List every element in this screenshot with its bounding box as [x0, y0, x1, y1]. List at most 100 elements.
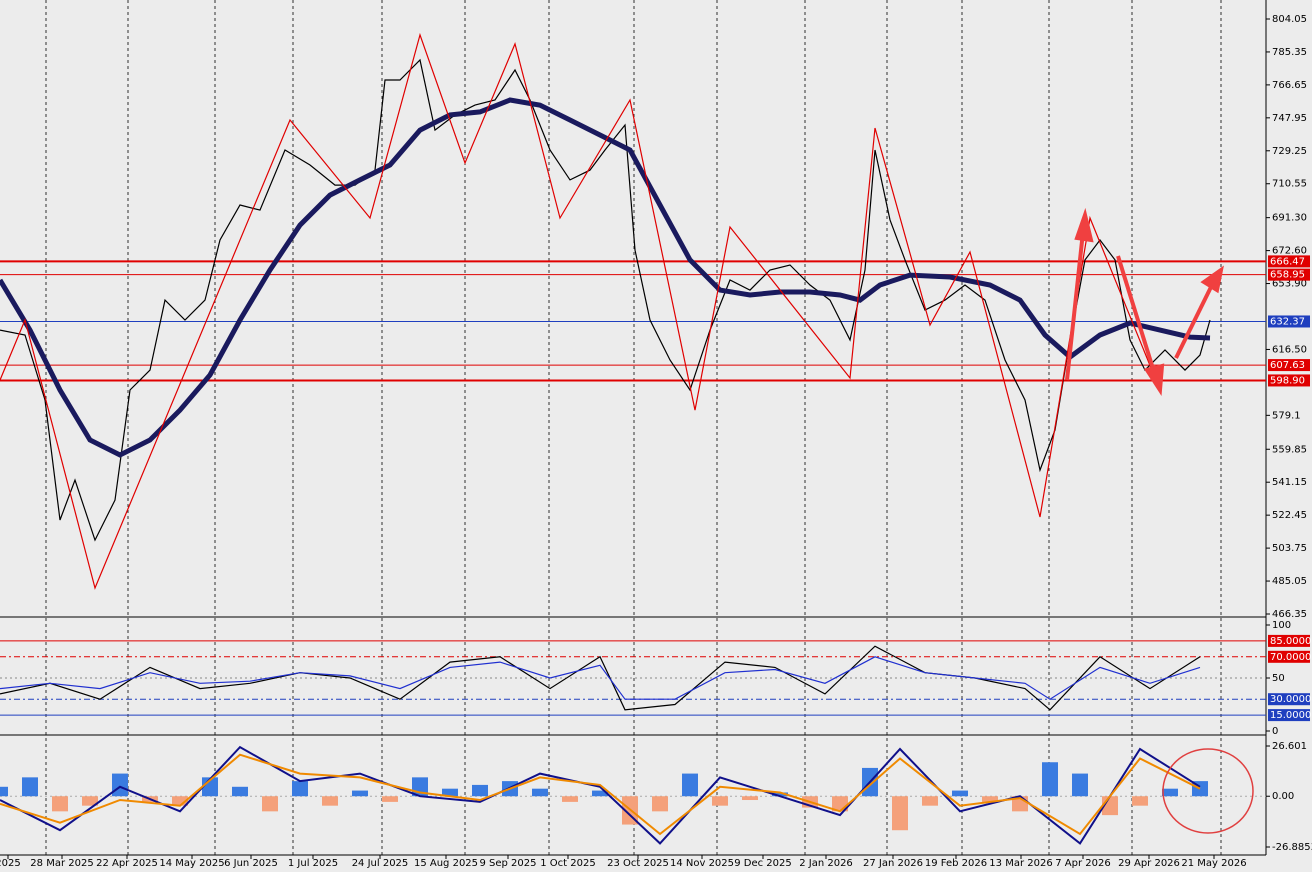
y-tick-label: 710.55	[1272, 179, 1307, 190]
level-label-text: 30.0000	[1270, 694, 1311, 705]
x-tick-label: 14 Nov 2025	[670, 858, 734, 869]
histogram-bar	[712, 796, 728, 806]
histogram-bar	[772, 792, 788, 797]
y-tick-label: 691.30	[1272, 213, 1307, 224]
x-tick-label: 6 Jun 2025	[224, 858, 278, 869]
level-label-box	[1268, 315, 1310, 328]
level-label: 632.37	[1268, 315, 1310, 328]
y-tick-label: 100	[1272, 620, 1291, 631]
histogram-bar	[1162, 788, 1178, 797]
series-line	[0, 97, 1211, 458]
level-label-text: 598.90	[1270, 375, 1305, 386]
histogram-bar	[652, 796, 668, 812]
histogram-bar	[22, 777, 38, 797]
y-tick-label: 747.95	[1272, 113, 1307, 124]
y-tick-label: -26.8853	[1272, 842, 1312, 853]
level-label: 70.0000	[1268, 650, 1311, 663]
arrow	[1116, 255, 1156, 373]
series-line	[0, 656, 1201, 700]
histogram-bar	[112, 773, 128, 797]
level-label-box	[1268, 693, 1310, 706]
y-tick-label: 0.00	[1272, 791, 1294, 802]
level-label-text: 632.37	[1270, 316, 1305, 327]
level-label: 85.0000	[1268, 634, 1311, 647]
level-label-text: 607.63	[1270, 360, 1305, 371]
x-tick-label: 2025	[0, 858, 21, 869]
histogram-bar	[532, 788, 548, 797]
level-label: 607.63	[1268, 359, 1310, 372]
x-tick-label: 14 May 2025	[159, 858, 224, 869]
arrows	[1065, 207, 1224, 396]
x-tick-label: 27 Jan 2026	[863, 858, 923, 869]
level-label-text: 70.0000	[1270, 652, 1311, 663]
level-label-box	[1268, 268, 1310, 281]
arrow-head	[1074, 207, 1094, 243]
histogram-bar	[562, 796, 578, 802]
x-tick-label: 9 Dec 2025	[734, 858, 792, 869]
y-tick-label: 0	[1272, 726, 1278, 737]
level-label-text: 15.0000	[1270, 710, 1311, 721]
y-tick-label: 804.05	[1272, 14, 1307, 25]
histogram-bar	[1042, 762, 1058, 797]
level-label-box	[1268, 374, 1310, 387]
y-tick-label: 579.1	[1272, 410, 1301, 421]
level-label-text: 666.47	[1270, 256, 1305, 267]
histogram-bar	[52, 796, 68, 812]
series-line	[0, 58, 1211, 542]
histogram-bar	[892, 796, 908, 831]
y-tick-label: 766.65	[1272, 80, 1307, 91]
histogram-bar	[742, 796, 758, 801]
level-label-box	[1268, 359, 1310, 372]
histogram-bar	[472, 784, 488, 797]
x-tick-label: 9 Sep 2025	[479, 858, 536, 869]
x-tick-label: 1 Oct 2025	[540, 858, 595, 869]
histogram-bar	[82, 796, 98, 806]
y-tick-label: 50	[1272, 673, 1285, 684]
x-tick-label: 22 Apr 2025	[96, 858, 158, 869]
histogram-bar	[382, 796, 398, 802]
x-tick-label: 24 Jul 2025	[352, 858, 409, 869]
arrow-head	[1143, 363, 1165, 396]
level-label: 666.47	[1268, 255, 1310, 268]
y-tick-label: 616.50	[1272, 344, 1307, 355]
x-tick-label: 13 Mar 2026	[989, 858, 1052, 869]
y-tick-label: 485.05	[1272, 576, 1307, 587]
x-tick-label: 23 Oct 2025	[607, 858, 669, 869]
level-label-box	[1268, 255, 1310, 268]
highlight-circle	[1162, 748, 1254, 834]
histogram-bar	[1072, 773, 1088, 797]
x-tick-label: 19 Feb 2026	[925, 858, 987, 869]
y-tick-label: 522.45	[1272, 510, 1307, 521]
series-line	[0, 645, 1201, 711]
level-label: 15.0000	[1268, 709, 1311, 722]
annotations	[1065, 207, 1254, 834]
y-tick-label: 503.75	[1272, 543, 1307, 554]
level-label-box	[1268, 709, 1310, 722]
y-tick-label: 729.25	[1272, 146, 1307, 157]
level-label-box	[1268, 634, 1310, 647]
histogram-bar	[922, 796, 938, 806]
arrow-head	[1200, 265, 1224, 294]
histogram-bar	[952, 790, 968, 797]
y-tick-label: 541.15	[1272, 477, 1307, 488]
y-tick-label: 466.35	[1272, 609, 1307, 620]
plot	[0, 32, 1211, 845]
histogram-bar	[1132, 796, 1148, 806]
x-tick-label: 7 Apr 2026	[1055, 858, 1110, 869]
series-line	[0, 753, 1201, 836]
y-tick-label: 672.60	[1272, 246, 1307, 257]
histogram-bar	[172, 796, 188, 806]
histogram-bar	[0, 786, 8, 797]
x-tick-label: 15 Aug 2025	[414, 858, 478, 869]
y-tick-label: 785.35	[1272, 47, 1307, 58]
x-tick-label: 2 Jan 2026	[799, 858, 853, 869]
x-tick-label: 28 Mar 2025	[30, 858, 93, 869]
histogram-bar	[442, 788, 458, 797]
level-label: 658.95	[1268, 268, 1310, 281]
histogram-bar	[232, 786, 248, 797]
arrow	[1174, 284, 1214, 359]
histogram-bar	[982, 796, 998, 802]
histogram-bar	[682, 773, 698, 797]
